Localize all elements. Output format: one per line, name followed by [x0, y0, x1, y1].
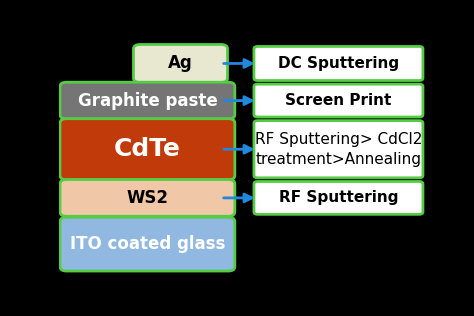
Text: RF Sputtering: RF Sputtering: [279, 191, 398, 205]
FancyBboxPatch shape: [60, 217, 235, 271]
Text: ITO coated glass: ITO coated glass: [70, 235, 225, 253]
Text: Screen Print: Screen Print: [285, 93, 392, 108]
Text: DC Sputtering: DC Sputtering: [278, 56, 399, 71]
Text: WS2: WS2: [127, 189, 168, 207]
FancyBboxPatch shape: [254, 46, 423, 81]
Text: RF Sputtering> CdCl2
treatment>Annealing: RF Sputtering> CdCl2 treatment>Annealing: [255, 132, 422, 167]
FancyBboxPatch shape: [254, 181, 423, 214]
FancyBboxPatch shape: [254, 84, 423, 117]
FancyBboxPatch shape: [60, 82, 235, 119]
FancyBboxPatch shape: [60, 119, 235, 180]
Text: Ag: Ag: [168, 54, 193, 72]
Text: CdTe: CdTe: [114, 137, 181, 161]
Text: Graphite paste: Graphite paste: [78, 92, 217, 110]
FancyBboxPatch shape: [60, 179, 235, 216]
FancyBboxPatch shape: [254, 121, 423, 178]
FancyBboxPatch shape: [134, 45, 228, 82]
